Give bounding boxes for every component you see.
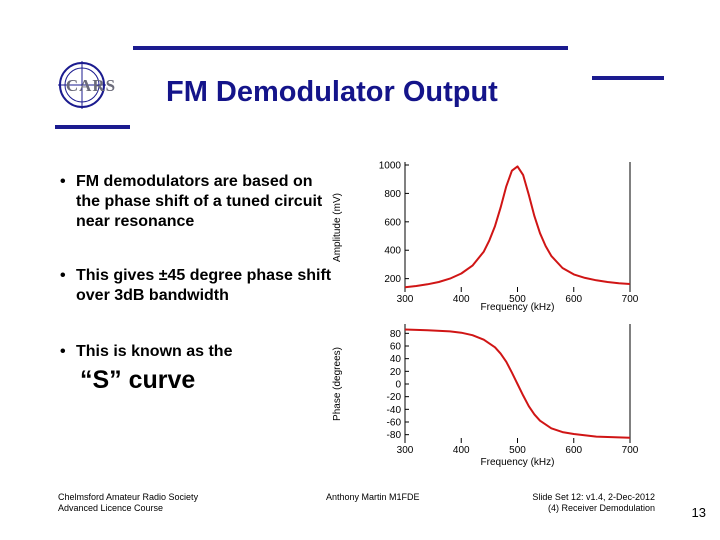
footer-author: Anthony Martin M1FDE <box>326 492 420 502</box>
bullet-text: This is known as the <box>76 343 233 360</box>
y-tick-label: 40 <box>390 354 402 365</box>
y-tick-label: -80 <box>387 430 402 441</box>
x-axis-label: Frequency (kHz) <box>481 457 555 468</box>
x-tick-label: 400 <box>453 445 470 456</box>
left-decor-bar <box>55 125 130 129</box>
page-number: 13 <box>691 505 706 520</box>
y-tick-label: 60 <box>390 342 402 353</box>
top-decor-bar <box>133 46 568 50</box>
x-tick-label: 700 <box>622 294 639 305</box>
series-line <box>404 165 631 289</box>
y-axis-label: Phase (degrees) <box>332 347 343 421</box>
bullet-text: FM demodulators are based on the phase s… <box>76 173 323 230</box>
x-tick-label: 400 <box>453 294 470 305</box>
page-title: FM Demodulator Output <box>166 76 498 108</box>
y-axis-label: Amplitude (mV) <box>332 193 343 262</box>
y-tick-label: 800 <box>384 189 401 200</box>
x-tick-label: 300 <box>397 445 414 456</box>
bullet-marker: • <box>60 267 66 284</box>
footer-slide-set: Slide Set 12: v1.4, 2-Dec-2012 <box>532 492 655 502</box>
right-decor-bar <box>592 76 664 80</box>
footer-right: Slide Set 12: v1.4, 2-Dec-2012 (4) Recei… <box>505 492 655 514</box>
series-line <box>404 328 631 439</box>
s-curve-label: “S” curve <box>80 366 196 394</box>
x-tick-label: 300 <box>397 294 414 305</box>
x-axis-label: Frequency (kHz) <box>481 302 555 313</box>
y-tick-label: 80 <box>390 329 402 340</box>
bullet-marker: • <box>60 343 66 360</box>
footer-section: (4) Receiver Demodulation <box>547 503 655 513</box>
x-tick-label: 600 <box>565 445 582 456</box>
y-tick-label: 1000 <box>379 161 402 172</box>
y-tick-label: 20 <box>390 367 402 378</box>
y-tick-label: 200 <box>384 274 401 285</box>
x-tick-label: 500 <box>509 445 526 456</box>
y-tick-label: -60 <box>387 418 402 429</box>
footer-society: Chelmsford Amateur Radio Society <box>58 492 199 502</box>
footer-course: Advanced Licence Course <box>58 503 164 513</box>
footer-center: Anthony Martin M1FDE <box>326 492 420 503</box>
x-tick-label: 500 <box>509 294 526 305</box>
charts-area: 200 400 600 800 1000 300 400 500 600 700 Frequency… <box>330 150 660 485</box>
bullet-marker: • <box>60 173 66 190</box>
x-tick-label: 700 <box>622 445 639 456</box>
bullet-text: This gives ±45 degree phase shift over 3… <box>76 267 332 304</box>
y-tick-label: -20 <box>387 392 402 403</box>
x-tick-label: 600 <box>565 294 582 305</box>
y-tick-label: -40 <box>387 405 402 416</box>
svg-text:CARS: CARS <box>66 76 116 95</box>
y-tick-label: 400 <box>384 246 401 257</box>
y-tick-label: 0 <box>395 380 401 391</box>
y-tick-label: 600 <box>384 217 401 228</box>
footer-left: Chelmsford Amateur Radio Society Advance… <box>58 492 198 514</box>
cars-logo: CARS <box>52 57 128 113</box>
